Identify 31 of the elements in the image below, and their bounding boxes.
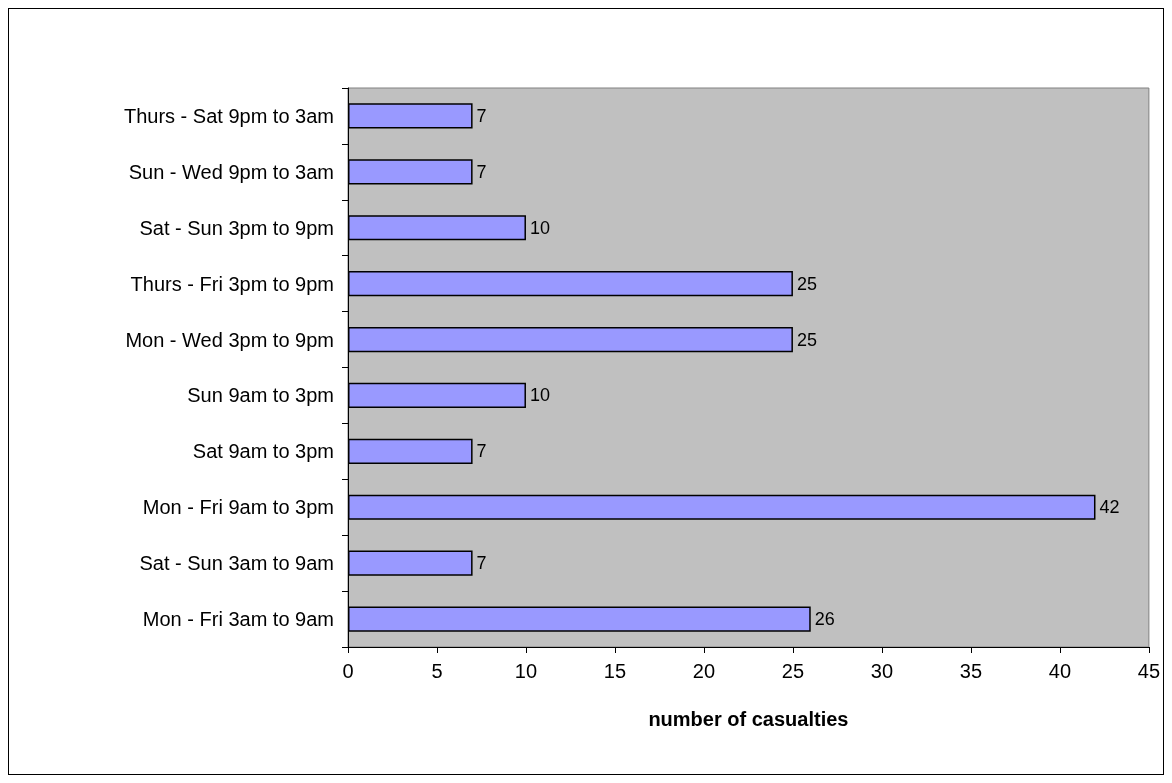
data-label: 42	[1099, 497, 1120, 518]
y-tick-label: Sat 9am to 3pm	[192, 440, 334, 463]
data-label: 10	[529, 385, 550, 406]
y-tick-label: Sun 9am to 3pm	[187, 384, 334, 407]
x-tick-label: 30	[870, 660, 894, 682]
x-tick-label: 0	[342, 660, 354, 682]
data-label: 7	[476, 553, 487, 574]
y-tick-label: Mon - Wed 3pm to 9pm	[125, 328, 334, 351]
y-tick-label: Thurs - Fri 3pm to 9pm	[130, 272, 334, 295]
y-tick-label: Sat - Sun 3am to 9am	[139, 552, 334, 575]
y-tick-label: Mon - Fri 9am to 3pm	[142, 496, 334, 519]
y-tick-label: Thurs - Sat 9pm to 3am	[123, 104, 334, 127]
data-label: 25	[796, 329, 817, 350]
y-tick-label: Mon - Fri 3am to 9am	[142, 608, 334, 631]
x-tick-label: 25	[781, 660, 805, 682]
x-tick-label: 35	[959, 660, 983, 682]
y-tick-label: Sun - Wed 9pm to 3am	[128, 160, 334, 183]
data-label: 7	[476, 105, 487, 126]
data-label: 7	[476, 441, 487, 462]
x-tick-label: 20	[692, 660, 716, 682]
data-label: 25	[796, 273, 817, 294]
x-tick-label: 5	[431, 660, 443, 682]
x-tick-label: 15	[603, 660, 627, 682]
data-label: 26	[814, 609, 835, 630]
data-label: 10	[529, 217, 550, 238]
x-tick-label: 10	[514, 660, 538, 682]
x-axis-title: number of casualties	[648, 708, 849, 730]
data-label: 7	[476, 161, 487, 182]
x-tick-label: 40	[1048, 660, 1072, 682]
x-tick-label: 45	[1137, 660, 1160, 682]
y-tick-label: Sat - Sun 3pm to 9pm	[139, 216, 334, 239]
